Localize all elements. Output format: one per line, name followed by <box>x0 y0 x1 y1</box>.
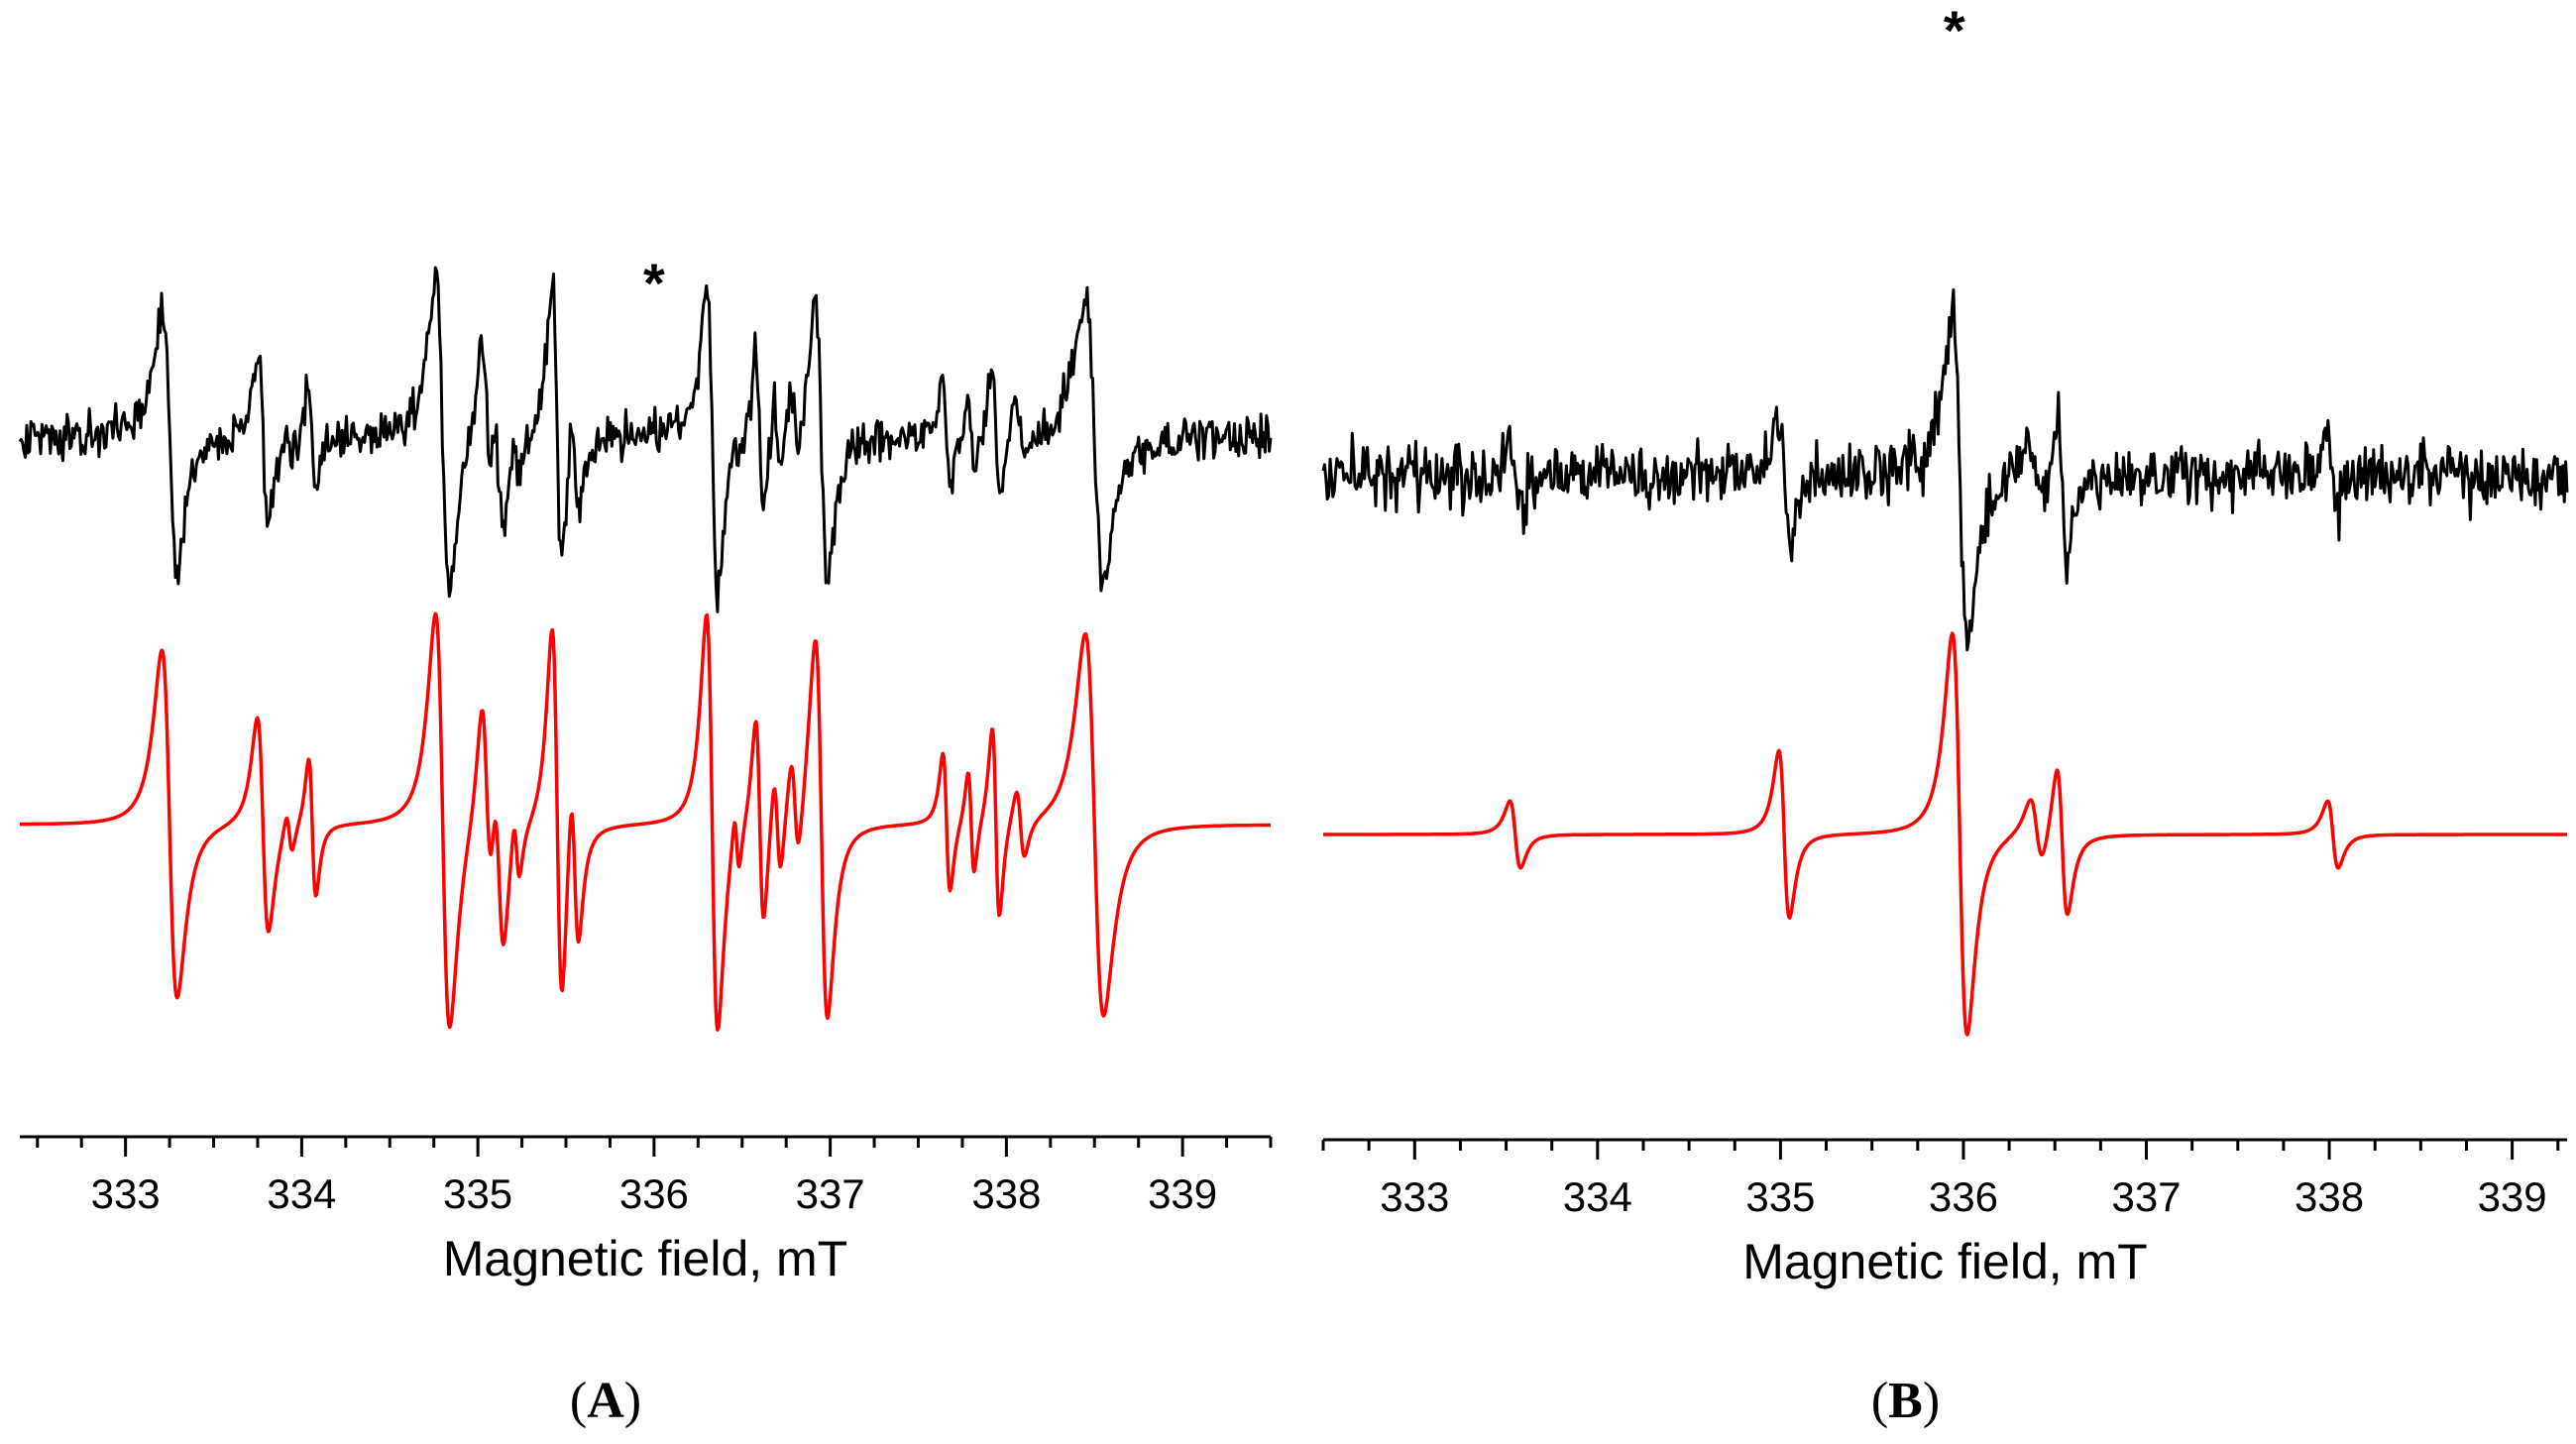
panel-a-star-annotation: * <box>643 252 665 314</box>
panel-b-star-annotation: * <box>1944 0 1965 61</box>
tick-label: 339 <box>1148 1170 1217 1217</box>
panel-b-label: (B) <box>1871 1373 1940 1429</box>
panel-b-experimental-spectrum <box>1321 287 2569 652</box>
panel-b-x-axis-label: Magnetic field, mT <box>1742 1234 2147 1289</box>
tick-label: 333 <box>1380 1173 1449 1220</box>
panel-a-experimental-spectrum <box>18 266 1273 613</box>
panel-b-label-close: ) <box>1923 1373 1940 1429</box>
tick-label: 338 <box>2295 1173 2364 1220</box>
tick-label: 338 <box>971 1170 1041 1217</box>
tick-label: 334 <box>267 1170 336 1217</box>
panel-a-label-close: ) <box>624 1373 641 1429</box>
panel-a-label-open: ( <box>570 1373 587 1429</box>
panel-a-simulated-spectrum <box>19 611 1272 1032</box>
tick-label: 337 <box>2111 1173 2181 1220</box>
panel-b-ticks: 333 334 335 336 337 338 339 <box>1321 1140 2560 1220</box>
tick-label: 333 <box>91 1170 161 1217</box>
tick-label: 336 <box>1929 1173 1998 1220</box>
panel-b-label-open: ( <box>1871 1373 1888 1429</box>
panel-b: * 333 334 335 336 337 338 339 Magnetic field, … <box>1321 0 2569 1429</box>
panel-a-x-axis-label: Magnetic field, mT <box>443 1231 847 1286</box>
panel-a-ticks: 333 334 335 336 337 338 339 <box>36 1137 1273 1217</box>
tick-label: 335 <box>1745 1173 1815 1220</box>
tick-label: 335 <box>443 1170 512 1217</box>
tick-label: 334 <box>1563 1173 1632 1220</box>
panel-a: * 333 334 335 336 337 338 339 Magnetic field, … <box>18 252 1273 1429</box>
tick-label: 339 <box>2478 1173 2547 1220</box>
tick-label: 336 <box>619 1170 689 1217</box>
tick-label: 337 <box>796 1170 865 1217</box>
panel-a-label: (A) <box>570 1373 641 1429</box>
panel-b-label-letter: B <box>1888 1373 1923 1429</box>
panel-a-label-letter: A <box>587 1373 624 1429</box>
panel-b-simulated-spectrum <box>1322 631 2568 1037</box>
